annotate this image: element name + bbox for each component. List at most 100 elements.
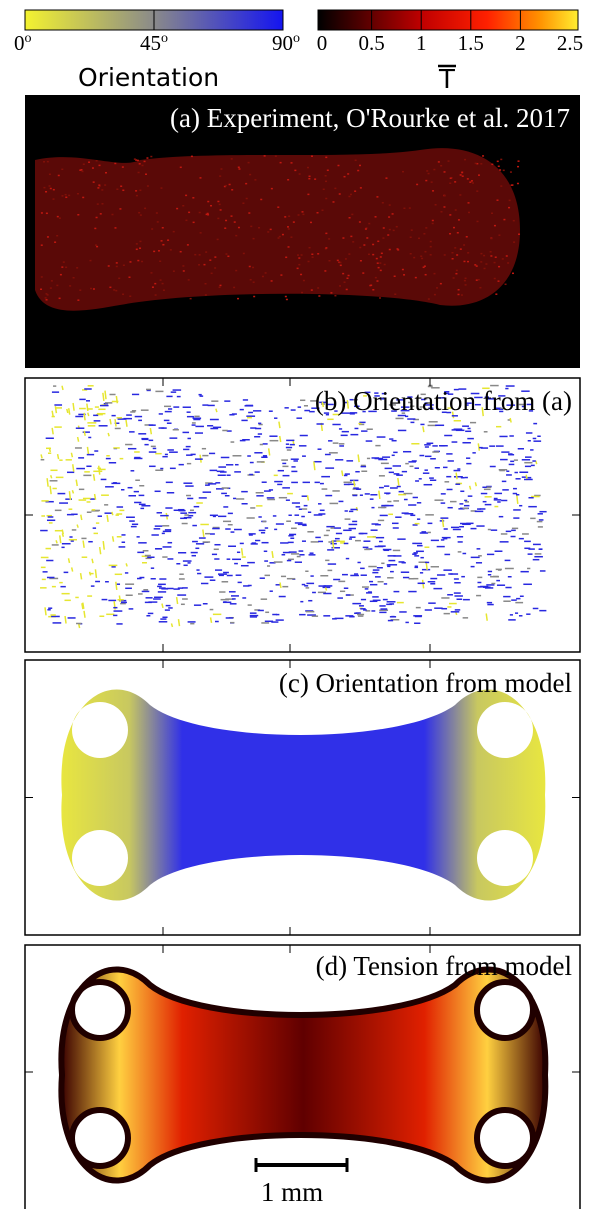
texture — [494, 256, 497, 258]
texture — [298, 263, 301, 266]
texture — [219, 175, 222, 177]
texture — [86, 403, 89, 412]
texture — [408, 207, 411, 209]
panel-title: (a) Experiment, O'Rourke et al. 2017 — [170, 103, 570, 133]
texture — [298, 173, 301, 175]
texture — [380, 252, 383, 255]
texture — [237, 166, 240, 169]
texture — [480, 163, 483, 165]
texture — [45, 299, 48, 301]
texture — [109, 286, 112, 289]
texture — [70, 567, 74, 572]
texture — [56, 284, 59, 287]
texture — [88, 161, 91, 163]
texture — [440, 165, 443, 167]
texture — [449, 214, 452, 216]
texture — [122, 189, 125, 192]
texture — [422, 426, 425, 433]
texture — [69, 285, 72, 287]
texture — [388, 216, 391, 218]
texture — [151, 228, 154, 230]
texture — [440, 211, 443, 213]
texture — [336, 259, 339, 262]
texture — [187, 279, 190, 281]
texture — [215, 408, 218, 413]
texture — [481, 407, 484, 417]
texture — [129, 261, 132, 263]
texture — [254, 179, 257, 181]
texture — [82, 540, 85, 548]
texture — [504, 283, 507, 286]
texture — [439, 282, 442, 285]
colorbar-tick-label: 1 — [416, 31, 427, 55]
texture — [392, 229, 395, 232]
texture — [452, 277, 455, 279]
texture — [287, 246, 290, 248]
texture — [44, 607, 47, 616]
texture — [231, 189, 234, 191]
tissue-image — [35, 148, 520, 311]
texture — [179, 166, 182, 169]
texture — [122, 293, 125, 296]
texture — [421, 257, 424, 260]
texture — [192, 197, 195, 199]
texture — [77, 299, 80, 301]
texture — [61, 195, 64, 197]
texture — [75, 479, 78, 487]
tick-superscript: o — [161, 31, 168, 46]
texture — [485, 613, 488, 621]
texture — [376, 280, 379, 282]
texture — [80, 169, 83, 171]
texture — [382, 227, 385, 229]
texture — [247, 161, 250, 164]
texture — [479, 286, 482, 289]
texture — [518, 233, 521, 235]
texture — [379, 297, 382, 299]
texture — [535, 460, 538, 465]
texture — [467, 252, 470, 254]
texture — [339, 261, 342, 264]
texture — [67, 408, 71, 415]
texture — [496, 160, 499, 163]
texture — [111, 213, 114, 216]
texture — [366, 237, 369, 239]
texture — [76, 524, 79, 528]
texture — [348, 253, 351, 255]
texture — [388, 204, 391, 206]
texture — [328, 259, 331, 262]
texture — [271, 551, 274, 559]
texture — [135, 243, 138, 245]
texture — [56, 234, 59, 237]
texture — [267, 231, 270, 233]
texture — [516, 182, 519, 185]
texture — [248, 212, 251, 214]
texture — [454, 181, 457, 183]
texture — [512, 219, 515, 222]
texture — [107, 432, 110, 437]
texture — [500, 158, 503, 161]
texture — [500, 185, 503, 187]
texture — [285, 298, 288, 301]
texture — [321, 209, 324, 212]
texture — [326, 169, 329, 172]
texture — [230, 158, 233, 160]
texture — [477, 174, 480, 176]
texture — [135, 159, 138, 161]
texture — [493, 224, 496, 227]
texture — [203, 263, 206, 266]
texture — [443, 171, 446, 173]
texture — [198, 254, 201, 256]
texture — [502, 169, 505, 172]
texture — [324, 587, 328, 591]
texture — [172, 270, 175, 272]
texture — [68, 491, 72, 501]
texture — [375, 257, 378, 260]
panel-b-frame — [24, 377, 581, 653]
texture — [509, 417, 512, 423]
texture — [52, 188, 55, 191]
texture — [218, 286, 221, 289]
texture — [363, 244, 366, 246]
texture — [167, 239, 170, 241]
texture — [325, 180, 328, 183]
texture — [155, 212, 158, 214]
